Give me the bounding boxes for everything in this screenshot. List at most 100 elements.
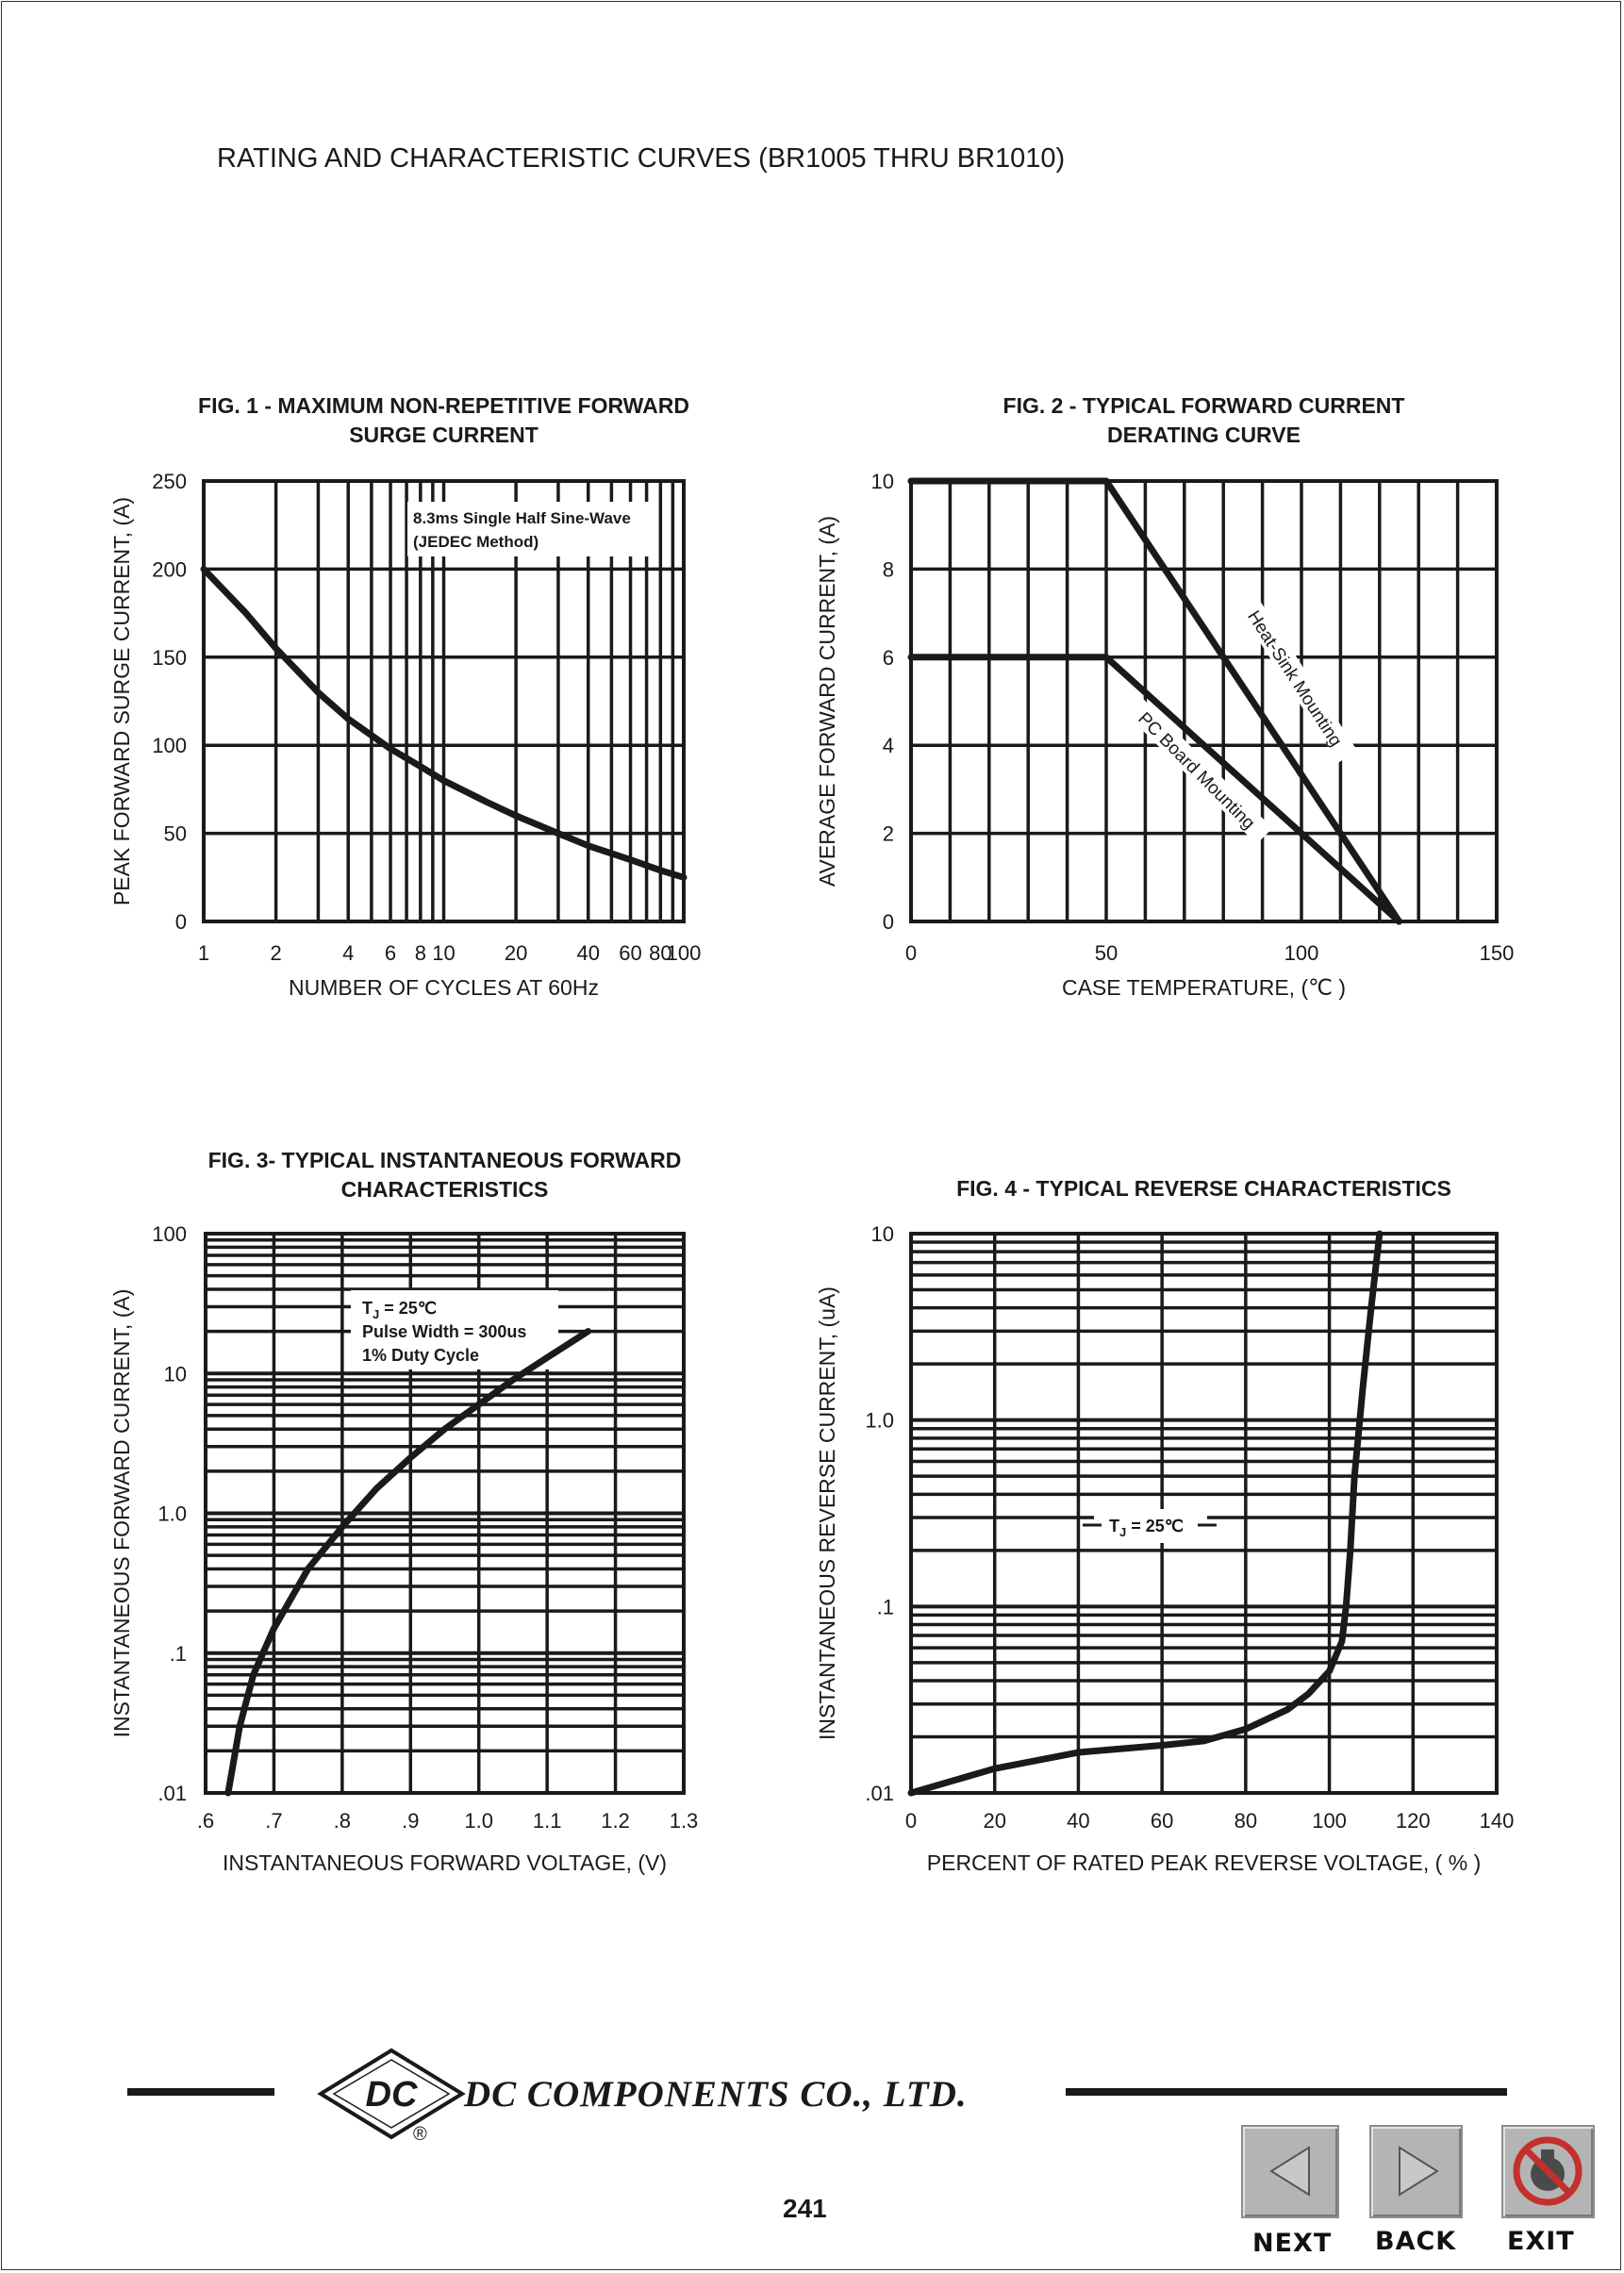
fig2-series-line bbox=[907, 654, 1402, 925]
y-tick-label: 10 bbox=[164, 1362, 187, 1385]
x-tick-label: 100 bbox=[1284, 941, 1319, 965]
x-tick-label: 10 bbox=[432, 941, 455, 965]
footer-rule-left bbox=[127, 2088, 274, 2096]
back-button[interactable] bbox=[1369, 2125, 1463, 2218]
y-tick-label: 1.0 bbox=[157, 1502, 187, 1526]
company-name: DC COMPONENTS CO., LTD. bbox=[464, 2074, 968, 2115]
fig2-plot-border bbox=[909, 479, 1499, 923]
chart-title: DERATING CURVE bbox=[1107, 423, 1301, 447]
fig1-plot-border bbox=[202, 479, 686, 923]
annotation-box bbox=[407, 502, 655, 556]
x-tick-label: 20 bbox=[505, 941, 527, 965]
x-axis-label: INSTANTANEOUS FORWARD VOLTAGE, (V) bbox=[223, 1850, 667, 1875]
y-tick-label: .1 bbox=[170, 1642, 187, 1666]
annotation-line: (JEDEC Method) bbox=[413, 533, 539, 551]
y-tick-label: .01 bbox=[865, 1782, 894, 1805]
series-label-bg bbox=[1122, 694, 1273, 845]
y-tick-label: 100 bbox=[152, 734, 187, 757]
x-tick-label: 60 bbox=[619, 941, 641, 965]
x-tick-label: 4 bbox=[342, 941, 354, 965]
svg-text:DC: DC bbox=[366, 2075, 418, 2115]
x-tick-label: 80 bbox=[1235, 1809, 1257, 1833]
x-tick-label: 1.1 bbox=[533, 1809, 562, 1833]
x-tick-label: 1 bbox=[198, 941, 209, 965]
x-tick-label: 2 bbox=[270, 941, 281, 965]
x-tick-label: 20 bbox=[983, 1809, 1005, 1833]
x-tick-label: 40 bbox=[576, 941, 599, 965]
x-tick-label: 1.3 bbox=[670, 1809, 699, 1833]
x-tick-label: 60 bbox=[1151, 1809, 1173, 1833]
y-tick-label: 6 bbox=[883, 646, 894, 670]
annotation-box bbox=[1094, 1509, 1207, 1543]
y-tick-label: 100 bbox=[152, 1222, 187, 1246]
chart-title: FIG. 2 - TYPICAL FORWARD CURRENT bbox=[1003, 393, 1405, 418]
right-triangle-icon bbox=[1399, 2146, 1439, 2197]
footer-rule-right bbox=[1066, 2088, 1507, 2096]
chart-title: FIG. 4 - TYPICAL REVERSE CHARACTERISTICS bbox=[956, 1176, 1451, 1201]
prohibited-icon bbox=[1513, 2136, 1583, 2206]
next-button[interactable] bbox=[1241, 2125, 1339, 2218]
fig4-series-line bbox=[907, 1230, 1384, 1797]
y-tick-label: 2 bbox=[883, 822, 894, 846]
page-header: RATING AND CHARACTERISTIC CURVES (BR1005… bbox=[217, 143, 1066, 174]
y-axis-label: INSTANTANEOUS FORWARD CURRENT, (A) bbox=[109, 1289, 134, 1738]
annotation-line: TJ = 25℃ bbox=[1109, 1517, 1184, 1539]
charts-canvas: 8.3ms Single Half Sine-Wave (JEDEC Method… bbox=[109, 393, 1514, 1875]
fig3-series-line bbox=[224, 1328, 592, 1797]
y-tick-label: 4 bbox=[883, 734, 894, 757]
x-axis-label: PERCENT OF RATED PEAK REVERSE VOLTAGE, (… bbox=[927, 1850, 1481, 1875]
y-tick-label: 0 bbox=[175, 910, 187, 934]
fig1-chart: 8.3ms Single Half Sine-Wave (JEDEC Method… bbox=[109, 393, 701, 1000]
next-label[interactable]: NEXT bbox=[1252, 2229, 1333, 2258]
x-tick-label: 80 bbox=[649, 941, 671, 965]
back-label[interactable]: BACK bbox=[1375, 2227, 1457, 2256]
x-tick-label: .9 bbox=[402, 1809, 419, 1833]
fig3-plot-border bbox=[204, 1232, 686, 1795]
x-tick-label: 100 bbox=[667, 941, 702, 965]
page-number: 241 bbox=[783, 2194, 827, 2223]
y-axis-label: AVERAGE FORWARD CURRENT, (A) bbox=[815, 516, 839, 887]
y-tick-label: 1.0 bbox=[865, 1409, 894, 1433]
left-triangle-icon bbox=[1269, 2146, 1310, 2197]
x-axis-label: NUMBER OF CYCLES AT 60Hz bbox=[289, 975, 599, 1000]
exit-label[interactable]: EXIT bbox=[1507, 2227, 1575, 2256]
chart-title: FIG. 1 - MAXIMUM NON-REPETITIVE FORWARD bbox=[198, 393, 689, 418]
x-tick-label: 0 bbox=[905, 941, 917, 965]
x-tick-label: .7 bbox=[265, 1809, 282, 1833]
y-tick-label: 8 bbox=[883, 557, 894, 581]
exit-button[interactable] bbox=[1501, 2125, 1595, 2218]
x-tick-label: 1.0 bbox=[464, 1809, 493, 1833]
x-tick-label: 40 bbox=[1067, 1809, 1089, 1833]
fig2-plot-area bbox=[911, 481, 1497, 921]
annotation-line: TJ = 25℃ bbox=[362, 1299, 437, 1321]
y-tick-label: 10 bbox=[871, 1222, 894, 1246]
x-tick-label: .6 bbox=[197, 1809, 214, 1833]
y-tick-label: 250 bbox=[152, 470, 187, 493]
fig4-chart: TJ = 25℃ 0 20 40 60 80 100 120 140 .01 .1 1.0 10 FIG.… bbox=[815, 1176, 1514, 1875]
x-tick-label: 8 bbox=[415, 941, 426, 965]
x-tick-label: 140 bbox=[1480, 1809, 1515, 1833]
x-tick-label: 150 bbox=[1480, 941, 1515, 965]
y-tick-label: 50 bbox=[164, 822, 187, 846]
chart-title: CHARACTERISTICS bbox=[341, 1177, 549, 1202]
fig2-series-line bbox=[907, 477, 1402, 925]
y-tick-label: 200 bbox=[152, 557, 187, 581]
fig4-plot-border bbox=[909, 1232, 1499, 1795]
x-tick-label: 120 bbox=[1396, 1809, 1431, 1833]
chart-title: SURGE CURRENT bbox=[349, 423, 539, 447]
x-axis-label: CASE TEMPERATURE, (℃ ) bbox=[1062, 975, 1346, 1000]
x-tick-label: 100 bbox=[1312, 1809, 1347, 1833]
y-axis-label: PEAK FORWARD SURGE CURRENT, (A) bbox=[109, 497, 134, 905]
annotation-box bbox=[351, 1290, 558, 1369]
y-tick-label: .1 bbox=[877, 1595, 894, 1618]
y-axis-label: INSTANTANEOUS REVERSE CURRENT, (uA) bbox=[815, 1286, 839, 1740]
fig1-series-line bbox=[200, 565, 688, 881]
y-tick-label: 10 bbox=[871, 470, 894, 493]
registered-mark: ® bbox=[413, 2124, 427, 2145]
y-tick-label: 0 bbox=[883, 910, 894, 934]
annotation-line: 8.3ms Single Half Sine-Wave bbox=[413, 509, 631, 527]
x-tick-label: 0 bbox=[905, 1809, 917, 1833]
